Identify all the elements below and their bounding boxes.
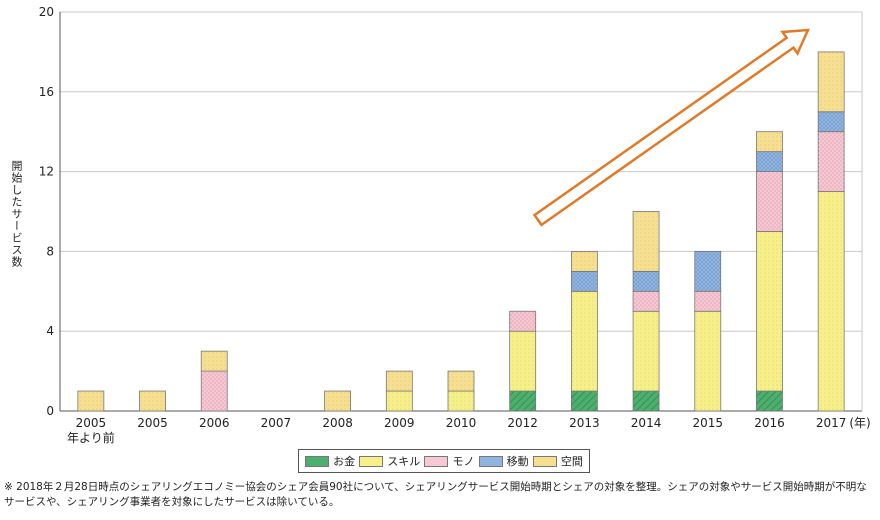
legend-swatch bbox=[478, 455, 503, 467]
bar-segment-texture bbox=[633, 291, 660, 312]
legend-label: モノ bbox=[452, 455, 475, 468]
x-tick-label: 2008 bbox=[322, 416, 353, 430]
x-tick-label: 2005 bbox=[76, 416, 107, 430]
x-tick-label: 2013 bbox=[569, 416, 600, 430]
bar-segment-texture bbox=[756, 391, 783, 411]
x-tick-label: 2016 bbox=[754, 416, 785, 430]
y-tick-labels: 0 4 8 12 16 20 bbox=[39, 5, 54, 418]
legend-item: お金 bbox=[305, 453, 355, 469]
legend: お金 スキル モノ 移動 空間 bbox=[298, 449, 590, 473]
legend-item: モノ bbox=[424, 453, 474, 469]
bar-segment-texture bbox=[571, 271, 598, 292]
bar-segment-texture bbox=[633, 271, 660, 292]
y-tick-label: 12 bbox=[39, 165, 54, 179]
legend-swatch bbox=[305, 455, 330, 467]
bar-segment-texture bbox=[694, 311, 721, 411]
y-tick-label: 8 bbox=[46, 244, 54, 258]
bar-segment-texture bbox=[509, 391, 536, 411]
bar-segment-texture bbox=[633, 311, 660, 392]
x-tick-label: 2009 bbox=[384, 416, 415, 430]
legend-swatch bbox=[532, 455, 557, 467]
x-tick-label: 2006 bbox=[199, 416, 230, 430]
legend-item: 移動 bbox=[478, 453, 529, 469]
bar-segment-texture bbox=[386, 371, 413, 392]
trend-arrow bbox=[532, 28, 811, 227]
bar-segment-texture bbox=[633, 391, 660, 411]
legend-item: 空間 bbox=[532, 453, 583, 469]
trend-arrow-shape bbox=[532, 28, 811, 227]
legend-label: スキル bbox=[387, 455, 421, 468]
x-tick-label: 2014 bbox=[631, 416, 662, 430]
bar-segment-texture bbox=[139, 391, 166, 411]
bar-segment-texture bbox=[818, 51, 845, 112]
x-tick-sublabel: 年より前 bbox=[67, 430, 115, 445]
legend-item: スキル bbox=[359, 453, 420, 469]
footnote: ※ 2018年２月28日時点のシェアリングエコノミー協会のシェア会員90社につい… bbox=[4, 481, 867, 508]
x-axis-unit: (年) bbox=[849, 416, 870, 430]
bar-segment-texture bbox=[694, 251, 721, 292]
bar-segment-texture bbox=[448, 391, 474, 411]
bar-segment-texture bbox=[818, 191, 845, 411]
bar-segment-texture bbox=[756, 151, 783, 172]
bar-segment-texture bbox=[324, 391, 351, 411]
bar-segment-texture bbox=[448, 371, 474, 392]
bar-segment-texture bbox=[818, 111, 845, 132]
legend-label: お金 bbox=[333, 455, 356, 468]
x-tick-label: 2010 bbox=[446, 416, 477, 430]
bar-segment-texture bbox=[756, 131, 783, 152]
y-tick-label: 0 bbox=[46, 404, 54, 418]
x-tick-label: 2005 bbox=[137, 416, 168, 430]
x-tick-label: 2007 bbox=[261, 416, 292, 430]
bar-segment-texture bbox=[77, 391, 104, 411]
y-tick-label: 20 bbox=[39, 5, 54, 19]
x-tick-label: 2012 bbox=[507, 416, 538, 430]
bar-segment-texture bbox=[201, 351, 228, 372]
legend-label: 空間 bbox=[560, 455, 583, 468]
legend-swatch bbox=[424, 455, 449, 467]
bar-segment-texture bbox=[756, 231, 783, 392]
bar-segment-texture bbox=[386, 391, 413, 411]
y-tick-label: 4 bbox=[46, 324, 54, 338]
bar-segment-texture bbox=[509, 311, 536, 332]
bar-segment-texture bbox=[694, 291, 721, 312]
x-tick-label: 2017 bbox=[816, 416, 847, 430]
bar-segment-texture bbox=[633, 211, 660, 272]
bar-segment-texture bbox=[571, 251, 598, 272]
bar-segment-texture bbox=[571, 391, 598, 411]
grid-lines bbox=[59, 11, 863, 412]
legend-label: 移動 bbox=[506, 455, 529, 468]
bar-segment-texture bbox=[756, 171, 783, 232]
bar-segment-texture bbox=[509, 331, 536, 392]
bar-segment-texture bbox=[571, 291, 598, 392]
legend-swatch bbox=[359, 455, 384, 467]
bar-segment-texture bbox=[818, 131, 845, 192]
y-axis-title: 開始したサービス数 bbox=[10, 160, 23, 268]
x-tick-label: 2015 bbox=[692, 416, 723, 430]
y-tick-label: 16 bbox=[39, 85, 54, 99]
bars bbox=[77, 51, 845, 412]
bar-segment-texture bbox=[201, 371, 228, 411]
